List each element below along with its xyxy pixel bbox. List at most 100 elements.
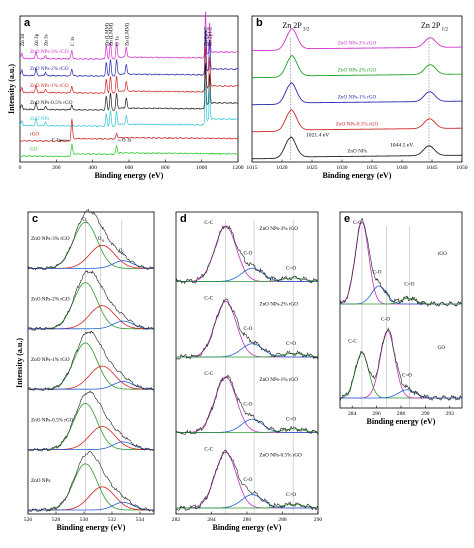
sample-label: rGO — [438, 251, 447, 257]
series-line — [19, 63, 238, 111]
panel-a: 0 200 400 600 800 1000 1200 Binding energy (eV)… — [7, 11, 244, 180]
panel-letter: d — [180, 213, 187, 225]
component-label: C-C — [204, 220, 213, 226]
x-tick-label: 1030 — [336, 165, 347, 171]
y-axis-title: Intensity (a.u.) — [15, 338, 24, 388]
component-label: C-O — [243, 326, 252, 332]
series-label: ZnO NPs — [30, 116, 49, 122]
fit-component — [28, 260, 155, 269]
component-label: C-O — [243, 401, 252, 407]
component-label: C-C — [204, 447, 213, 453]
series-line — [19, 79, 239, 128]
component-label-sub: C — [123, 251, 126, 255]
fit-component — [28, 441, 155, 450]
x-tick-label: 1045 — [426, 165, 437, 171]
series-line — [252, 55, 463, 79]
fit-component — [28, 282, 154, 330]
raw-spectrum — [175, 298, 319, 360]
component-label: OL — [82, 217, 88, 224]
panel-d: 282 284 286 288 290 Binding energy (eV) d ZnO N… — [172, 211, 322, 532]
x-tick-label: 1020 — [276, 165, 287, 171]
raw-spectrum — [175, 374, 319, 435]
x-tick-label: 800 — [161, 165, 170, 171]
peak-header-sub: 3/2 — [302, 28, 310, 33]
component-label: C-O — [243, 477, 252, 483]
series-label: ZnO NPs — [347, 149, 366, 155]
series-line — [251, 28, 463, 52]
x-tick-label: 1000 — [196, 165, 207, 171]
x-tick-label: 400 — [88, 165, 97, 171]
x-axis-title: Binding energy (eV) — [213, 523, 282, 532]
raw-spectrum — [339, 218, 463, 307]
component-label: C-O — [373, 269, 382, 275]
raw-spectrum — [175, 225, 319, 285]
series-label: ZnO NPs-3% rGO — [30, 49, 69, 55]
annotation-o1s: O 1s — [122, 138, 132, 144]
series-line — [251, 136, 463, 160]
peak-label: O 1s — [114, 36, 120, 46]
peak-annotation: 1021.4 eV — [306, 132, 329, 138]
x-tick-label: 526 — [24, 517, 33, 523]
x-axis-title: Binding energy (eV) — [57, 523, 126, 532]
fit-component — [340, 297, 462, 305]
component-label: C-O — [381, 317, 390, 323]
series-label: ZnO NPs-1% rGO — [30, 83, 69, 89]
fit-component — [28, 342, 154, 390]
x-tick-label: 0 — [19, 165, 22, 171]
component-label: OH — [98, 236, 105, 243]
sample-label: ZnO NPs-2% rGO — [259, 302, 298, 308]
x-axis-title: Binding energy (eV) — [95, 171, 164, 180]
fit-component — [28, 320, 155, 330]
x-tick-label: 1035 — [366, 165, 377, 171]
fit-component — [28, 221, 154, 269]
series-line — [19, 118, 239, 143]
raw-spectrum — [27, 331, 155, 391]
x-tick-label: 286 — [243, 517, 252, 523]
component-label-sub: L — [86, 220, 88, 224]
raw-spectrum — [27, 270, 155, 331]
peak-label: Zn 2p3/2 — [203, 27, 209, 46]
raw-spectrum — [27, 390, 155, 452]
component-label: C-C — [348, 339, 357, 345]
series-label: rGO — [30, 131, 39, 137]
x-tick-label: 290 — [421, 411, 430, 417]
x-tick-label: 1040 — [396, 165, 407, 171]
peak-header: Zn 2P 3/2 — [282, 21, 309, 33]
raw-spectrum — [27, 451, 155, 512]
peak-label: Zn (LMM) — [107, 23, 114, 46]
x-tick-label: 286 — [372, 411, 381, 417]
sample-label: GO — [438, 345, 446, 351]
series-line — [251, 109, 463, 133]
peak-label: Zn 3d — [20, 33, 26, 46]
panel-letter: a — [24, 17, 31, 29]
panel-letter: c — [32, 213, 38, 225]
sample-label: ZnO NPs-0.5% rGO — [259, 453, 302, 459]
x-tick-label: 532 — [108, 517, 117, 523]
series-line — [19, 46, 239, 94]
series-line — [19, 143, 239, 158]
component-label: C=O — [404, 282, 414, 288]
x-tick-label: 288 — [397, 411, 406, 417]
fit-component — [176, 503, 319, 509]
peak-label: Zn 3p — [34, 33, 40, 46]
component-label: C-C — [204, 296, 213, 302]
series-label: ZnO NPs-0.5% rGO — [30, 100, 73, 106]
fit-component — [28, 463, 154, 511]
component-label: C-O — [243, 250, 252, 256]
series-label: ZnO NPs-1% rGO — [338, 94, 377, 100]
fit-component — [176, 352, 319, 358]
panel-letter: e — [344, 213, 350, 225]
peak-annotation: 1044.5 eV — [390, 142, 413, 148]
series-label: ZnO NPs-0.5% rGO — [336, 122, 379, 128]
series-label: GO — [30, 147, 38, 153]
component-label: C=O — [286, 265, 296, 271]
x-tick-label: 1200 — [232, 165, 243, 171]
raw-spectrum — [27, 209, 155, 271]
x-axis-title: Binding energy (eV) — [323, 171, 392, 180]
x-tick-label: 1015 — [246, 165, 257, 171]
sample-label: ZnO NPs-3% rGO — [259, 226, 298, 232]
series-line — [252, 82, 462, 106]
series-label: ZnO NPs-3% rGO — [338, 40, 377, 46]
